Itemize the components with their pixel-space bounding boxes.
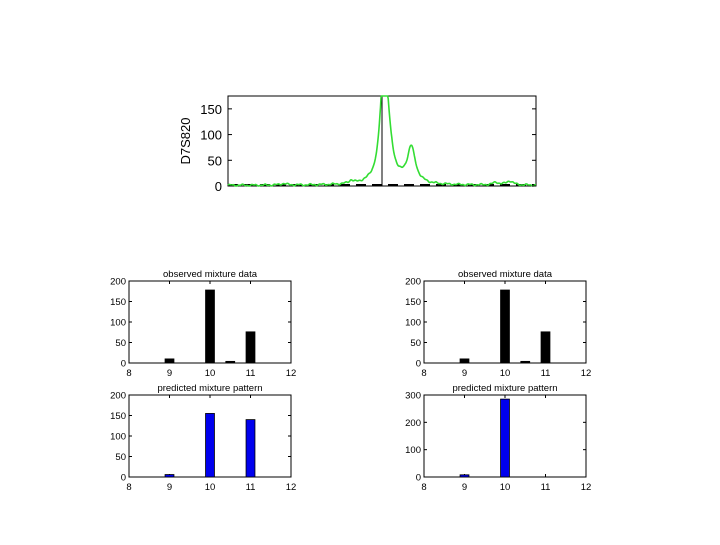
bar	[459, 474, 470, 478]
x-tick-label: 9	[462, 368, 467, 379]
x-tick-label: 11	[246, 482, 256, 493]
chart-title: observed mixture data	[458, 269, 553, 280]
x-tick-label: 10	[205, 482, 216, 493]
y-tick-label: 100	[110, 432, 126, 443]
bar	[205, 289, 215, 364]
chart-title: predicted mixture pattern	[452, 383, 557, 394]
trace-line	[227, 95, 536, 187]
y-axis-label: D7S820	[178, 118, 193, 165]
bar	[540, 331, 551, 364]
chart-title: predicted mixture pattern	[157, 383, 262, 394]
y-tick-label: 200	[110, 277, 126, 288]
bar	[225, 360, 236, 364]
x-tick-label: 11	[541, 482, 551, 493]
x-tick-label: 10	[500, 482, 511, 493]
x-tick-label: 12	[286, 482, 297, 493]
y-tick-label: 200	[405, 277, 421, 288]
chart-obs-left: observed mixture data 0 50 100 150 200 8 9 10 11 1…	[110, 269, 296, 379]
x-tick-label: 10	[500, 368, 511, 379]
x-tick-label: 8	[421, 482, 426, 493]
y-tick-label: 0	[121, 359, 126, 370]
y-tick-label: 300	[405, 391, 421, 402]
x-tick-label: 11	[541, 368, 551, 379]
chart-title: observed mixture data	[163, 269, 258, 280]
y-tick-label: 100	[110, 318, 126, 329]
bar	[245, 419, 256, 478]
y-tick-label: 150	[110, 297, 126, 308]
bar	[205, 413, 215, 478]
chart-pred-right: predicted mixture pattern 0 100 200 300 8 9 10 1…	[405, 383, 591, 493]
x-tick-label: 12	[581, 368, 592, 379]
x-tick-label: 10	[205, 368, 216, 379]
bar	[164, 358, 175, 364]
y-tick-label: 150	[405, 297, 421, 308]
y-tick-label: 200	[110, 391, 126, 402]
bar	[459, 358, 470, 364]
x-tick-label: 12	[286, 368, 297, 379]
bar	[245, 331, 256, 364]
x-tick-label: 11	[246, 368, 256, 379]
x-tick-label: 8	[126, 482, 131, 493]
x-tick-label: 8	[421, 368, 426, 379]
x-tick-label: 12	[581, 482, 592, 493]
y-tick-label: 50	[115, 452, 126, 463]
y-tick-label: 150	[110, 411, 126, 422]
y-tick-label: 100	[405, 445, 421, 456]
chart-pred-left: predicted mixture pattern 0 50 100 150 200 8 9 1…	[110, 383, 296, 493]
bar	[164, 474, 175, 478]
bar	[500, 398, 510, 478]
y-tick-label: 0	[121, 473, 126, 484]
chart-trace: 0 50 100 150 D7S820	[178, 95, 537, 194]
x-tick-label: 8	[126, 368, 131, 379]
y-tick-label: 0	[215, 179, 222, 194]
y-tick-label: 50	[410, 338, 421, 349]
x-tick-label: 9	[167, 368, 172, 379]
x-tick-label: 9	[462, 482, 467, 493]
x-tick-label: 9	[167, 482, 172, 493]
chart-obs-right: observed mixture data 0 50 100 150 200 8 9 10 11 1…	[405, 269, 591, 379]
y-tick-label: 50	[115, 338, 126, 349]
bar	[520, 360, 531, 364]
y-tick-label: 0	[416, 359, 421, 370]
bar	[500, 289, 510, 364]
y-tick-label: 100	[200, 128, 222, 143]
y-tick-label: 50	[208, 153, 222, 168]
y-tick-label: 0	[416, 473, 421, 484]
y-tick-label: 200	[405, 418, 421, 429]
y-tick-label: 150	[200, 102, 222, 117]
y-tick-label: 100	[405, 318, 421, 329]
